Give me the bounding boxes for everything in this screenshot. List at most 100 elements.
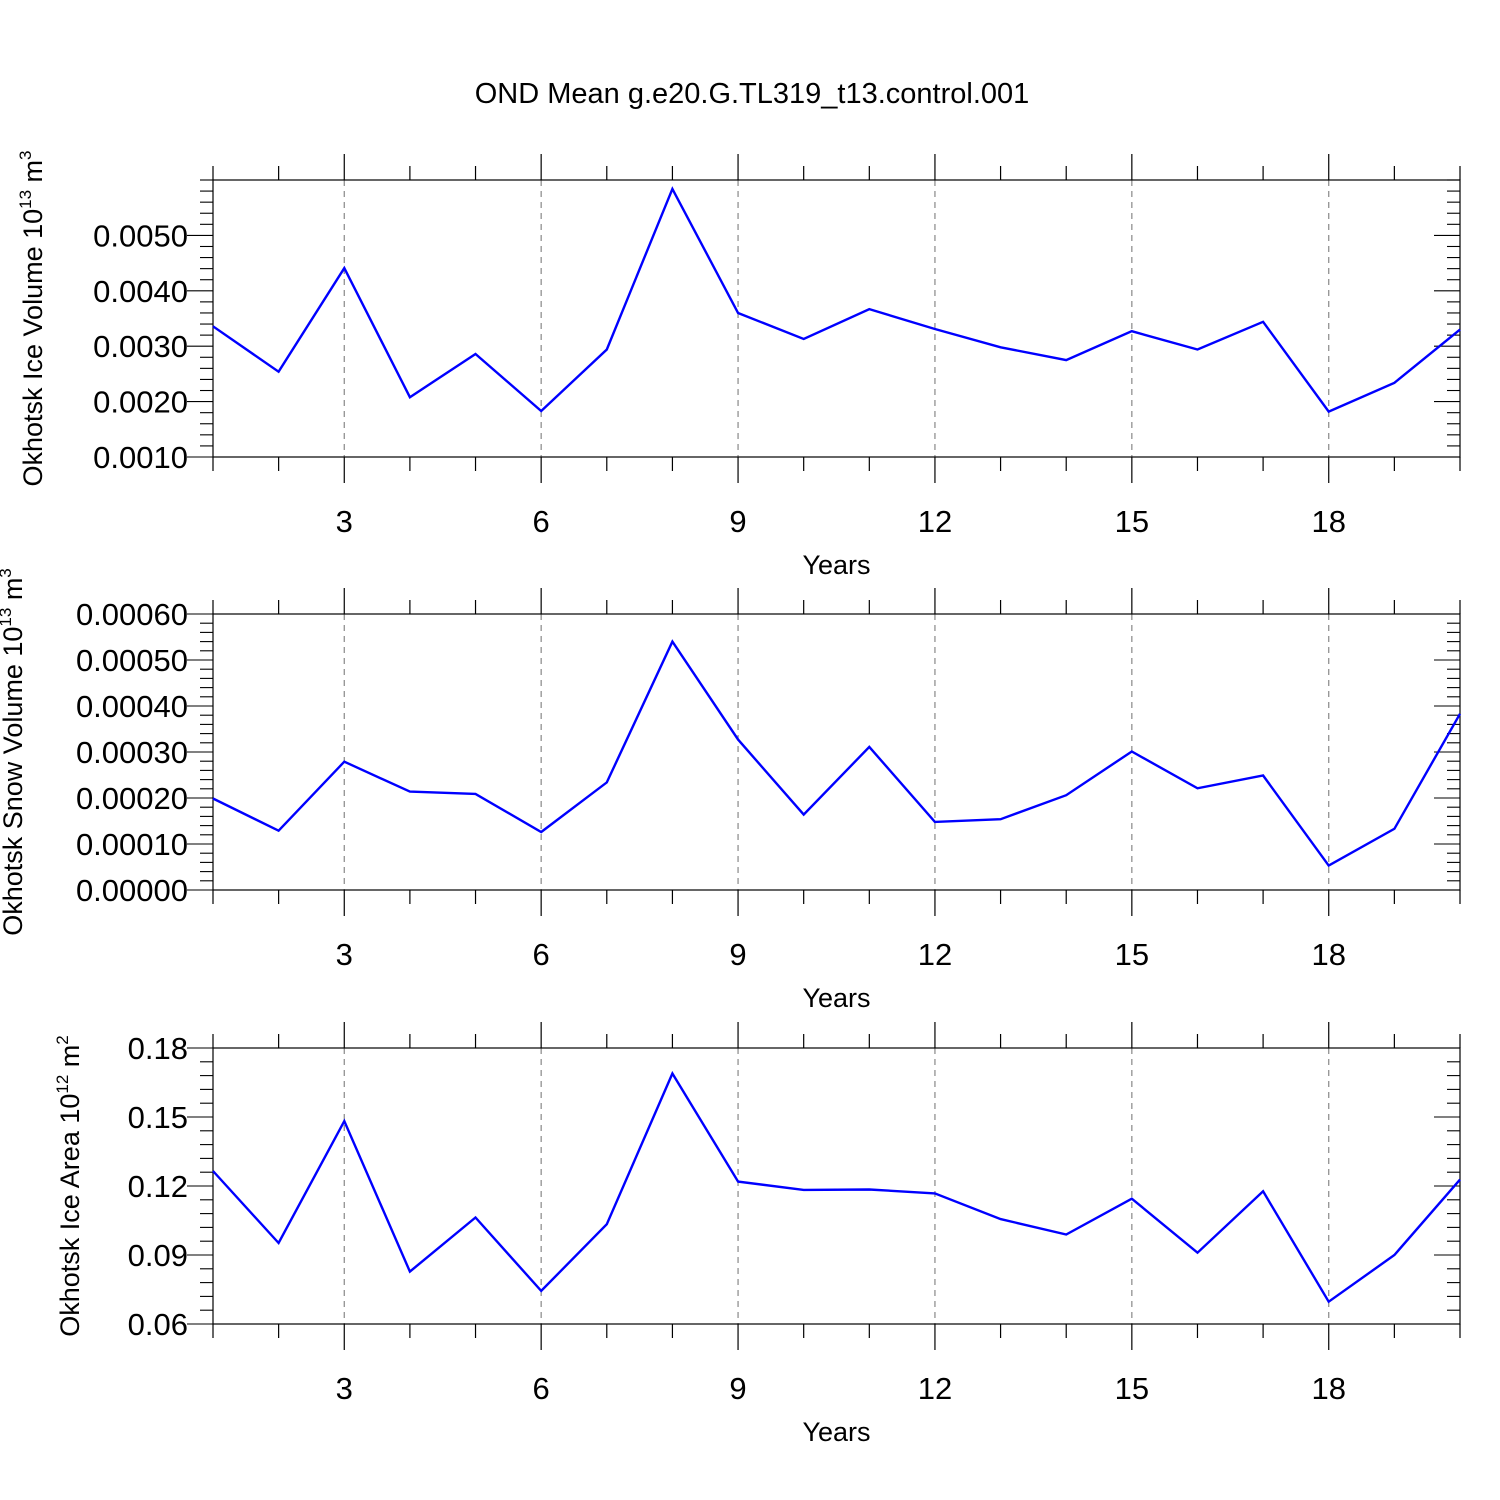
data-point xyxy=(277,370,281,374)
x-tick-label: 15 xyxy=(1115,504,1149,539)
data-point xyxy=(342,266,346,270)
data-point xyxy=(1195,348,1199,352)
y-tick-label: 0.00020 xyxy=(76,781,188,816)
data-point xyxy=(802,337,806,341)
panel-2: 0.00000 0.00010 0.00020 0.00030 0.00040 0.000… xyxy=(0,568,1462,1013)
data-point xyxy=(999,1217,1003,1221)
data-point xyxy=(474,1216,478,1220)
data-point xyxy=(1261,773,1265,777)
x-tick-label: 6 xyxy=(533,504,550,539)
data-point xyxy=(539,1289,543,1293)
data-point xyxy=(1458,712,1462,716)
x-tick-label: 18 xyxy=(1311,504,1345,539)
plot-frame xyxy=(212,1047,1461,1325)
data-point xyxy=(408,790,412,794)
data-point xyxy=(211,796,215,800)
data-point xyxy=(867,307,871,311)
y-tick-label: 0.0030 xyxy=(93,329,188,364)
data-point xyxy=(408,1270,412,1274)
data-point xyxy=(736,311,740,315)
data-point xyxy=(933,820,937,824)
data-point xyxy=(1064,1233,1068,1237)
data-point xyxy=(802,1188,806,1192)
series-line xyxy=(212,186,1461,414)
data-point xyxy=(1130,1197,1134,1201)
y-axis-label: Okhotsk Ice Volume 1013 m3 xyxy=(16,150,48,486)
data-point xyxy=(1392,827,1396,831)
data-point xyxy=(670,1072,674,1076)
x-axis-label: Years xyxy=(802,1417,870,1447)
data-point xyxy=(1458,1178,1462,1182)
data-point xyxy=(342,1119,346,1123)
series-line xyxy=(212,639,1462,868)
data-point xyxy=(211,324,215,328)
y-axis-label-superscript: 13 xyxy=(16,190,35,209)
data-point xyxy=(342,760,346,764)
x-tick-label: 3 xyxy=(336,937,353,972)
x-tick-label: 9 xyxy=(729,1371,746,1406)
data-point xyxy=(211,1169,215,1173)
y-axis-label-part: Okhotsk Ice Area 10 xyxy=(55,1094,85,1337)
data-point xyxy=(736,738,740,742)
y-tick-label: 0.0050 xyxy=(93,218,188,253)
y-tick-label: 0.00060 xyxy=(76,597,188,632)
data-point xyxy=(474,352,478,356)
plot-frame xyxy=(212,613,1461,891)
x-axis-label: Years xyxy=(802,550,870,580)
y-tick-label: 0.00030 xyxy=(76,735,188,770)
chart-title: OND Mean g.e20.G.TL319_t13.control.001 xyxy=(475,78,1030,110)
data-point xyxy=(867,1187,871,1191)
data-point xyxy=(1327,410,1331,414)
y-tick-label: 0.00000 xyxy=(76,873,188,908)
y-axis-label-superscript: 12 xyxy=(53,1075,72,1094)
y-axis-label-part: m xyxy=(18,160,48,190)
x-tick-label: 6 xyxy=(533,937,550,972)
data-point xyxy=(1327,1300,1331,1304)
data-point xyxy=(1261,1189,1265,1193)
data-point xyxy=(408,395,412,399)
y-tick-label: 0.15 xyxy=(128,1100,188,1135)
x-tick-label: 12 xyxy=(918,937,952,972)
y-tick-label: 0.09 xyxy=(128,1238,188,1273)
data-point xyxy=(539,830,543,834)
panel-3: 0.06 0.09 0.12 0.15 0.18 3 6 9 12 15 18 Years Okhots… xyxy=(53,1022,1462,1447)
x-tick-label: 3 xyxy=(336,1371,353,1406)
x-tick-label: 15 xyxy=(1115,937,1149,972)
data-point xyxy=(1392,1253,1396,1257)
x-tick-label: 3 xyxy=(336,504,353,539)
y-tick-label: 0.00040 xyxy=(76,689,188,724)
data-point xyxy=(605,780,609,784)
y-axis-label-part: m xyxy=(0,578,28,608)
data-point xyxy=(277,1241,281,1245)
data-point xyxy=(933,1191,937,1195)
data-point xyxy=(1327,864,1331,868)
data-point xyxy=(670,187,674,191)
x-tick-label: 9 xyxy=(729,937,746,972)
data-point xyxy=(474,792,478,796)
y-tick-label: 0.18 xyxy=(128,1031,188,1066)
data-point xyxy=(1458,328,1462,332)
y-axis-label-part: m xyxy=(55,1045,85,1075)
plot-frame xyxy=(212,179,1461,458)
y-axis-label-superscript: 13 xyxy=(0,608,15,627)
data-point xyxy=(539,409,543,413)
y-tick-label: 0.00050 xyxy=(76,643,188,678)
data-point xyxy=(670,640,674,644)
data-point xyxy=(736,1180,740,1184)
data-point xyxy=(933,327,937,331)
data-point xyxy=(999,345,1003,349)
y-axis-label-part: Okhotsk Ice Volume 10 xyxy=(18,209,48,487)
y-axis-label-superscript: 3 xyxy=(0,568,15,577)
x-tick-label: 18 xyxy=(1311,1371,1345,1406)
y-tick-label: 0.0020 xyxy=(93,385,188,420)
data-point xyxy=(1195,786,1199,790)
y-tick-label: 0.0040 xyxy=(93,274,188,309)
data-point xyxy=(1130,329,1134,333)
y-tick-label: 0.06 xyxy=(128,1307,188,1342)
panel-1: 0.0010 0.0020 0.0030 0.0040 0.0050 3 6 9 12 15 18 Y… xyxy=(16,150,1462,580)
data-point xyxy=(1261,320,1265,324)
x-axis-label: Years xyxy=(802,983,870,1013)
y-axis-label-superscript: 3 xyxy=(16,150,35,159)
